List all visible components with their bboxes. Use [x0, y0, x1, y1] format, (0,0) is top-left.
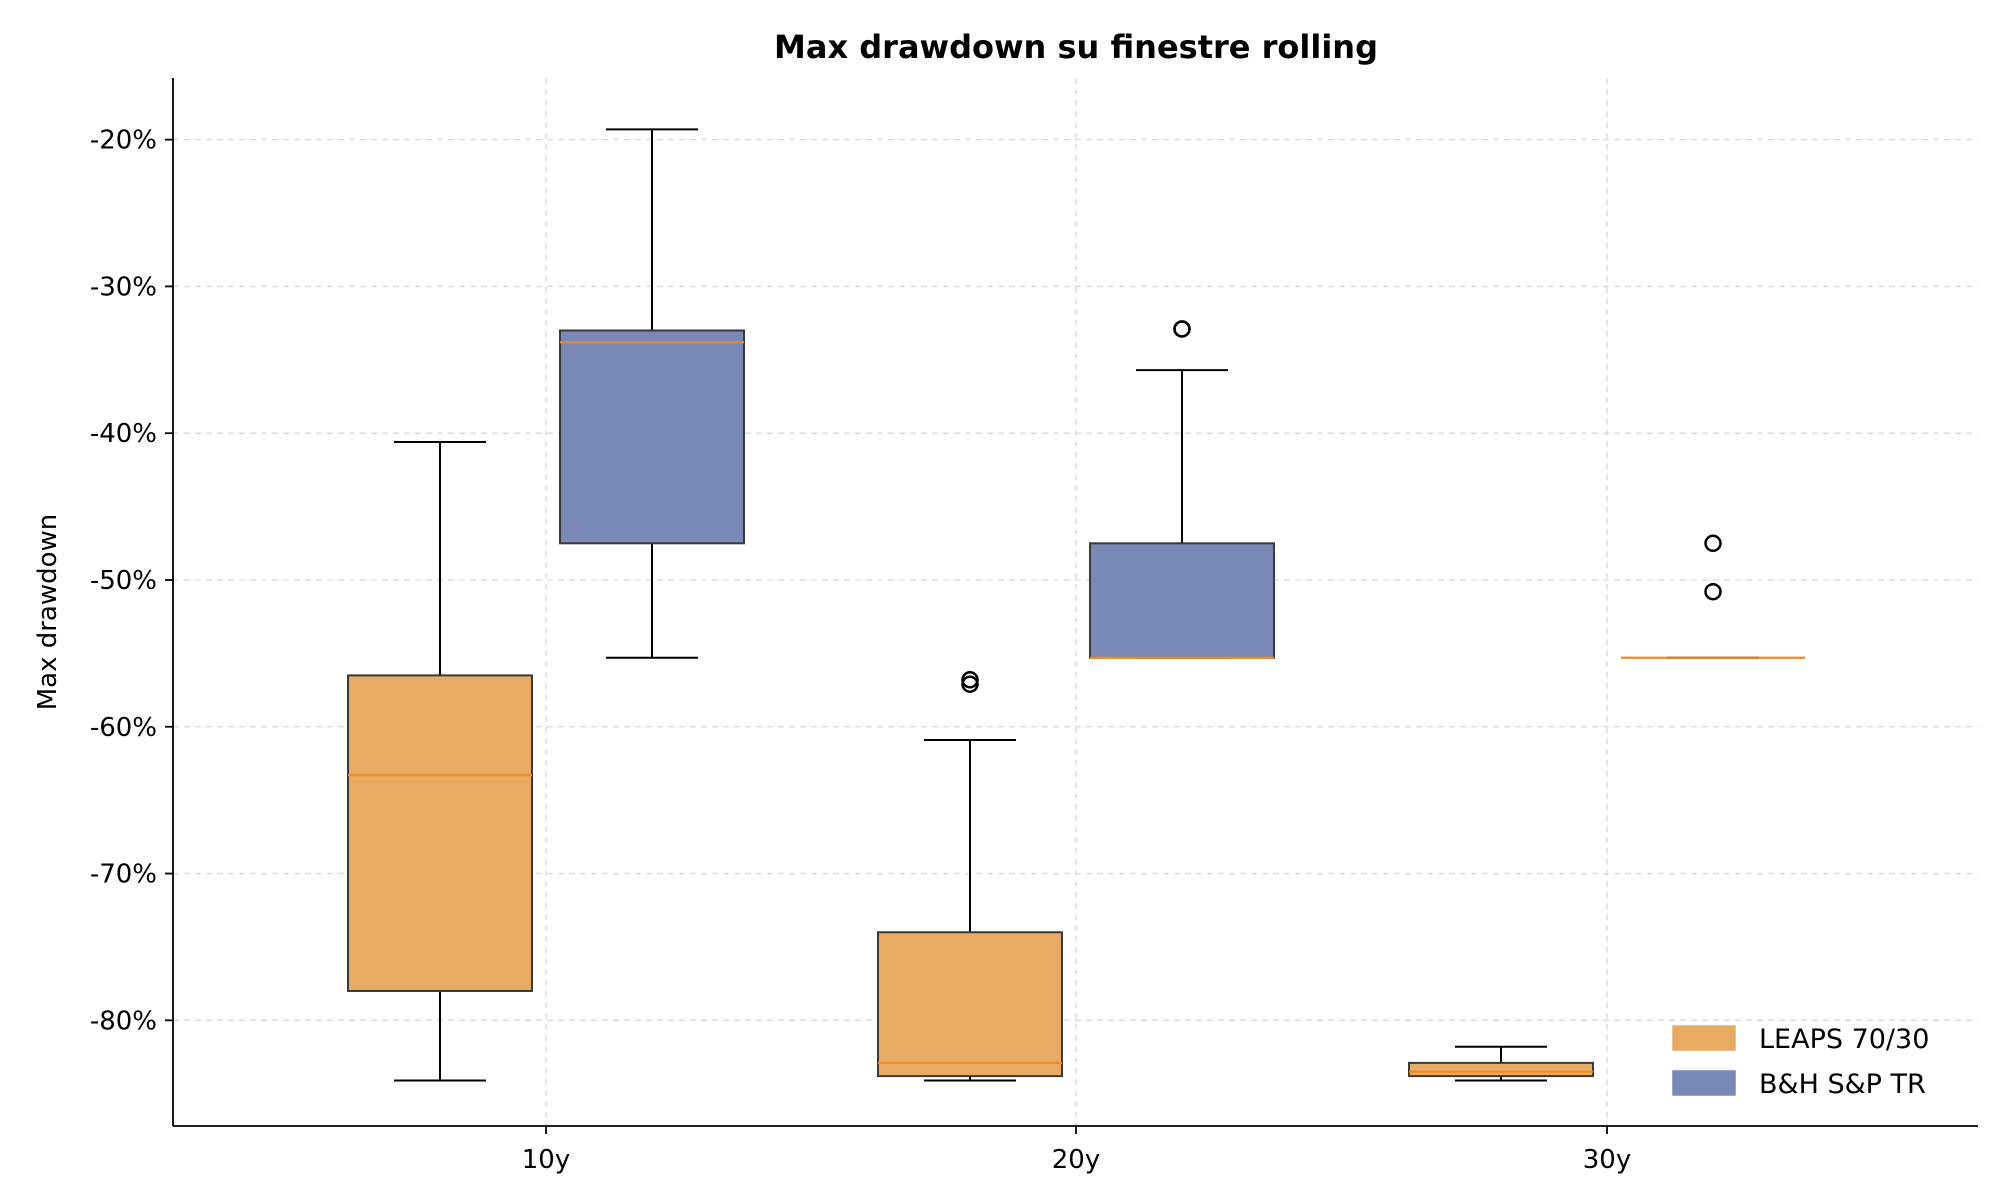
outlier-point: [961, 675, 979, 693]
legend-label: LEAPS 70/30: [1759, 1024, 1929, 1055]
y-tick-label: -30%: [90, 272, 157, 302]
y-axis-ticks: -20% -30% -40% -50% -60% -70% -80%: [90, 126, 173, 1036]
box: [877, 931, 1063, 1078]
outlier-point: [1704, 582, 1722, 601]
legend-swatch: [1672, 1025, 1736, 1051]
legend-label: B&H S&P TR: [1759, 1069, 1926, 1100]
y-tick-label: -60%: [90, 713, 157, 743]
y-tick-label: -70%: [90, 860, 157, 890]
legend-swatch: [1672, 1070, 1736, 1096]
y-tick-label: -80%: [90, 1006, 157, 1036]
box: [1408, 1061, 1594, 1078]
x-tick-label: 10y: [522, 1145, 570, 1175]
outlier-point: [1173, 320, 1191, 338]
y-tick-label: -20%: [90, 126, 157, 156]
x-tick-label: 20y: [1052, 1145, 1100, 1175]
outlier-point: [1704, 534, 1722, 553]
x-tick-label: 30y: [1583, 1145, 1631, 1175]
y-tick-label: -40%: [90, 419, 157, 449]
box: [347, 674, 533, 992]
plot-area: [347, 128, 1805, 1082]
box: [1089, 542, 1275, 659]
y-tick-label: -50%: [90, 566, 157, 596]
chart-title: Max drawdown su finestre rolling: [774, 28, 1378, 66]
box: [559, 329, 745, 545]
y-axis-label: Max drawdown: [33, 514, 63, 711]
x-axis-ticks: 10y 20y 30y: [522, 1126, 1631, 1175]
grid: [173, 78, 1978, 1126]
legend: LEAPS 70/30 B&H S&P TR: [1672, 1024, 1929, 1100]
